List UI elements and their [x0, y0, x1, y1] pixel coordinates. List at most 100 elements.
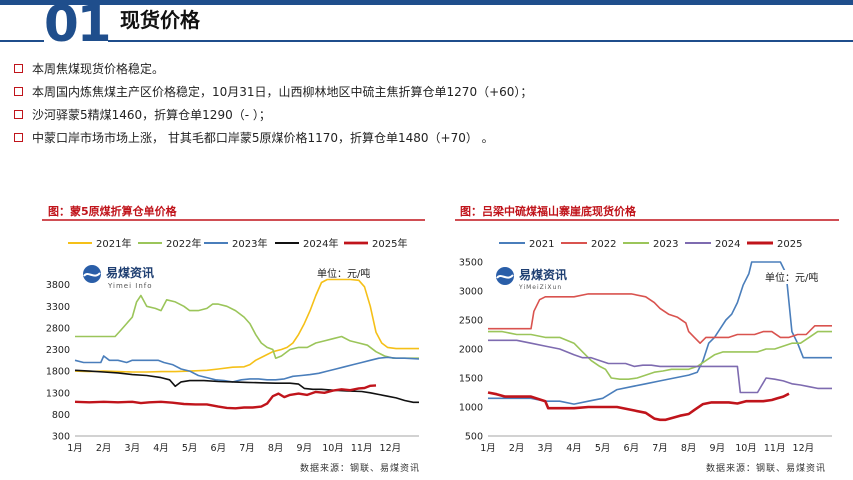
chart2-series-line — [488, 261, 832, 405]
chart1-x-tick-label: 9月 — [297, 443, 313, 454]
chart1-y-tick-label: 3300 — [46, 302, 70, 313]
chart2-series-line — [488, 339, 832, 394]
header-top-bar — [0, 0, 853, 5]
chart2-x-tick-label: 10月 — [735, 443, 757, 454]
chart1-y-tick-label: 1800 — [46, 367, 70, 378]
chart2-x-tick-label: 6月 — [624, 443, 640, 454]
summary-bullets: 本周焦煤现货价格稳定。 本周国内炼焦煤主产区价格稳定，10月31日，山西柳林地区… — [14, 60, 834, 152]
bullet-item: 中蒙口岸市场市场上涨， 甘其毛都口岸蒙5原煤价格1170，折算仓单1480（+7… — [14, 129, 834, 152]
chart2-plot — [487, 261, 832, 422]
chart2-x-tick-label: 5月 — [595, 443, 611, 454]
chart1-legend-label: 2025年 — [372, 237, 407, 250]
chart1-series-line — [74, 355, 420, 383]
chart2-y-tick-label: 2000 — [459, 345, 483, 356]
bullet-square-icon — [14, 133, 23, 142]
chart2-series-line — [487, 391, 790, 422]
chart2-x-tick-label: 7月 — [652, 443, 668, 454]
chart1-legend-label: 2021年 — [96, 237, 131, 250]
chart2-source: 数据来源：钢联、易煤资讯 — [706, 464, 827, 474]
chart1-y-tick-label: 1300 — [46, 388, 70, 399]
chart1-unit-label: 单位：元/吨 — [317, 267, 370, 280]
chart1-series-line — [74, 278, 419, 373]
chart1-logo-wave — [83, 272, 101, 277]
chart1-title: 图：蒙5原煤折算仓单价格 — [48, 205, 177, 218]
chart2-y-tick-label: 1000 — [459, 403, 483, 414]
bullet-square-icon — [14, 87, 23, 96]
chart1-x-tick-label: 10月 — [322, 443, 344, 454]
chart2-logo-icon — [496, 267, 514, 285]
chart2-logo-wave — [496, 274, 514, 279]
section-number: 01 — [44, 0, 112, 53]
bullet-square-icon — [14, 110, 23, 119]
chart1-x-tick-label: 12月 — [380, 443, 402, 454]
chart1-legend-label: 2024年 — [303, 237, 338, 250]
chart2-x-tick-label: 4月 — [566, 443, 582, 454]
chart1-x-tick-label: 11月 — [351, 443, 373, 454]
chart1-logo-icon — [83, 265, 101, 283]
chart1-logo-name: 易煤资讯 — [106, 265, 154, 280]
chart1-y-tick-label: 3800 — [46, 280, 70, 291]
section-rule-right — [108, 40, 853, 42]
bullet-item: 沙河驿蒙5精煤1460，折算仓单1290（- ）； — [14, 106, 834, 129]
chart1-plot — [74, 278, 420, 410]
bullet-item: 本周国内炼焦煤主产区价格稳定，10月31日，山西柳林地区中硫主焦折算仓单1270… — [14, 83, 834, 106]
chart2-x-axis: 1月 2月 3月 4月 5月 6月 7月 8月 9月 10月 11月 12月 — [480, 435, 832, 454]
chart2-x-tick-label: 12月 — [793, 443, 815, 454]
chart2-x-tick-label: 2月 — [509, 443, 525, 454]
chart1-x-tick-label: 5月 — [182, 443, 198, 454]
chart2-legend-label: 2025 — [777, 239, 802, 250]
chart1-x-tick-label: 3月 — [125, 443, 141, 454]
chart1-series-line — [75, 294, 419, 359]
chart1-x-tick-label: 4月 — [153, 443, 169, 454]
chart2-x-tick-label: 1月 — [480, 443, 496, 454]
chart1-mengwu-price: 2021年 2022年 2023年 2024年 2025年 300 800 1300 1800… — [42, 219, 425, 454]
chart2-x-tick-label: 8月 — [681, 443, 697, 454]
chart2-unit-bg — [757, 270, 835, 284]
chart2-y-tick-label: 3000 — [459, 287, 483, 298]
chart1-logo-sub: Yimei Info — [107, 282, 153, 290]
chart2-legend-label: 2021 — [529, 239, 554, 250]
chart2-y-tick-label: 1500 — [459, 374, 483, 385]
bullet-square-icon — [14, 64, 23, 73]
section-title: 现货价格 — [120, 8, 200, 32]
chart2-logo-name: 易煤资讯 — [519, 267, 567, 282]
bullet-text: 中蒙口岸市场市场上涨， 甘其毛都口岸蒙5原煤价格1170，折算仓单1480（+7… — [32, 131, 494, 145]
chart1-series-line — [74, 384, 377, 410]
bullet-text: 本周焦煤现货价格稳定。 — [32, 62, 165, 76]
chart2-unit-label: 单位：元/吨 — [765, 271, 818, 284]
chart2-y-tick-label: 2500 — [459, 316, 483, 327]
chart1-x-axis: 1月 2月 3月 4月 5月 6月 7月 8月 9月 10月 11月 12月 — [67, 435, 419, 454]
chart1-y-tick-label: 800 — [52, 410, 70, 421]
bullet-text: 沙河驿蒙5精煤1460，折算仓单1290（- ）； — [32, 108, 271, 122]
chart2-x-tick-label: 3月 — [538, 443, 554, 454]
chart1-legend-label: 2023年 — [232, 237, 267, 250]
chart1-x-tick-label: 6月 — [211, 443, 227, 454]
chart2-series-line — [488, 293, 832, 344]
chart1-x-tick-label: 8月 — [268, 443, 284, 454]
chart2-legend-label: 2022 — [591, 239, 616, 250]
chart1-y-axis: 300 800 1300 1800 2300 2800 3300 3800 — [46, 280, 70, 442]
chart1-x-tick-label: 7月 — [239, 443, 255, 454]
chart1-y-tick-label: 300 — [52, 432, 70, 443]
chart1-source: 数据来源：钢联、易煤资讯 — [300, 464, 421, 474]
chart2-x-tick-label: 9月 — [710, 443, 726, 454]
chart1-y-tick-label: 2800 — [46, 323, 70, 334]
chart1-legend: 2021年 2022年 2023年 2024年 2025年 — [68, 237, 407, 250]
chart1-series-line — [74, 369, 419, 404]
chart2-watermark: 易煤资讯 YiMeiZiXun — [496, 267, 567, 291]
chart2-x-tick-label: 11月 — [764, 443, 786, 454]
chart2-title: 图：吕梁中硫煤福山寨崖底现货价格 — [460, 205, 636, 218]
chart1-x-tick-label: 2月 — [96, 443, 112, 454]
chart1-y-tick-label: 2300 — [46, 345, 70, 356]
chart2-legend-label: 2024 — [715, 239, 740, 250]
chart2-logo-sub: YiMeiZiXun — [518, 284, 562, 291]
chart2-lvliang-price: 2021 2022 2023 2024 2025 500 1000 1500 2000 2500… — [455, 219, 839, 454]
chart2-series-line — [488, 330, 832, 380]
section-rule-left — [0, 40, 44, 42]
chart1-x-tick-label: 1月 — [67, 443, 83, 454]
chart2-y-axis: 500 1000 1500 2000 2500 3000 3500 — [459, 258, 483, 443]
bullet-item: 本周焦煤现货价格稳定。 — [14, 60, 834, 83]
chart2-legend: 2021 2022 2023 2024 2025 — [499, 239, 802, 250]
bullet-text: 本周国内炼焦煤主产区价格稳定，10月31日，山西柳林地区中硫主焦折算仓单1270… — [32, 85, 533, 99]
chart2-legend-label: 2023 — [653, 239, 678, 250]
